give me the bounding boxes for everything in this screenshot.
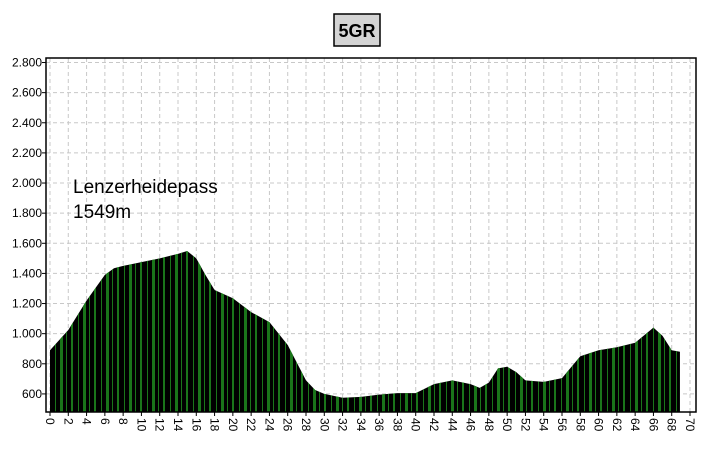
x-tick-label: 68: [665, 418, 679, 432]
y-tick-label: 2.000: [12, 176, 42, 190]
x-tick-label: 8: [116, 418, 130, 425]
x-tick-label: 50: [500, 418, 514, 432]
y-tick-label: 2.200: [12, 146, 42, 160]
x-tick-label: 20: [226, 418, 240, 432]
y-tick-label: 1.800: [12, 206, 42, 220]
x-tick-label: 12: [153, 418, 167, 432]
x-tick-label: 6: [98, 418, 112, 425]
x-tick-label: 10: [134, 418, 148, 432]
x-tick-label: 4: [80, 418, 94, 425]
y-tick-label: 1.200: [12, 297, 42, 311]
x-tick-label: 30: [317, 418, 331, 432]
x-tick-label: 32: [336, 418, 350, 432]
x-tick-label: 40: [409, 418, 423, 432]
x-tick-label: 54: [537, 418, 551, 432]
chart-title: 5GR: [338, 21, 375, 41]
x-tick-label: 64: [628, 418, 642, 432]
x-tick-label: 52: [518, 418, 532, 432]
y-tick-label: 2.600: [12, 86, 42, 100]
x-tick-label: 26: [281, 418, 295, 432]
x-tick-label: 44: [445, 418, 459, 432]
y-tick-label: 600: [22, 387, 42, 401]
plot-frame: [45, 57, 697, 413]
x-tick-label: 42: [427, 418, 441, 432]
x-tick-label: 28: [299, 418, 313, 432]
y-tick-label: 2.400: [12, 116, 42, 130]
x-tick-label: 56: [555, 418, 569, 432]
x-tick-label: 48: [482, 418, 496, 432]
x-tick-label: 14: [171, 418, 185, 432]
x-tick-label: 0: [43, 418, 57, 425]
x-tick-label: 58: [573, 418, 587, 432]
y-tick-label: 800: [22, 357, 42, 371]
y-tick-label: 1.600: [12, 236, 42, 250]
title-box: [333, 13, 381, 47]
x-tick-label: 62: [610, 418, 624, 432]
x-tick-label: 34: [354, 418, 368, 432]
x-tick-label: 60: [592, 418, 606, 432]
annotation: 1549m: [73, 202, 131, 223]
x-tick-label: 36: [372, 418, 386, 432]
y-tick-label: 2.800: [12, 56, 42, 70]
x-tick-label: 22: [244, 418, 258, 432]
x-tick-label: 38: [390, 418, 404, 432]
y-tick-label: 1.000: [12, 327, 42, 341]
x-tick-label: 70: [683, 418, 697, 432]
x-tick-label: 18: [208, 418, 222, 432]
x-tick-label: 16: [189, 418, 203, 432]
x-tick-label: 2: [61, 418, 75, 425]
x-tick-label: 46: [464, 418, 478, 432]
annotation: Lenzerheidepass: [73, 177, 218, 198]
y-tick-label: 1.400: [12, 266, 42, 280]
x-tick-label: 66: [646, 418, 660, 432]
x-tick-label: 24: [262, 418, 276, 432]
